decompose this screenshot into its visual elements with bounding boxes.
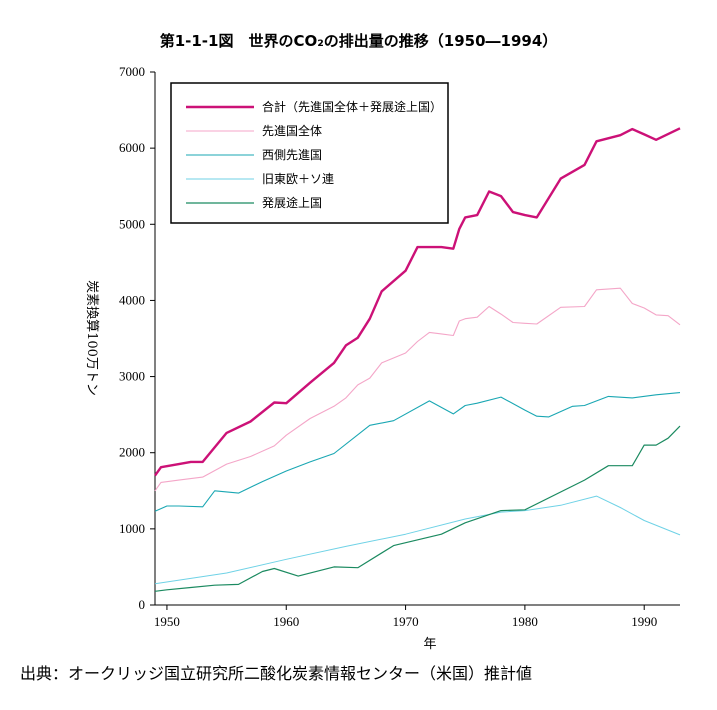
legend-label-3: 西側先進国 xyxy=(262,148,322,162)
x-ticks: 1950 1960 1970 1980 1990 xyxy=(154,605,657,629)
y-tick-label: 2000 xyxy=(119,445,145,460)
y-tick-label: 6000 xyxy=(119,140,145,155)
legend-label-4: 旧東欧＋ソ連 xyxy=(262,172,334,186)
series-line-2 xyxy=(154,287,681,492)
legend-label-2: 先進国全体 xyxy=(262,123,322,138)
legend-label-5: 発展途上国 xyxy=(262,195,322,210)
x-axis-label: 年 xyxy=(423,637,436,652)
y-tick-label: 0 xyxy=(139,597,146,612)
y-axis-label: 炭素換算100万トン xyxy=(84,280,99,396)
source-note: 出典：オークリッジ国立研究所二酸化炭素情報センター（米国）推計値 xyxy=(20,664,533,683)
series-line-1 xyxy=(154,127,681,477)
series-lines xyxy=(154,127,681,592)
series-line-5 xyxy=(154,425,681,592)
x-tick-label: 1960 xyxy=(273,614,299,629)
x-tick-label: 1970 xyxy=(393,614,419,629)
y-tick-label: 1000 xyxy=(119,521,145,536)
y-tick-label: 3000 xyxy=(119,369,145,384)
y-tick-label: 4000 xyxy=(119,292,145,307)
y-tick-label: 7000 xyxy=(119,64,145,79)
x-tick-label: 1950 xyxy=(154,614,180,629)
legend-label-1: 合計（先進国全体＋発展途上国） xyxy=(262,99,442,114)
chart-title: 第1-1-1図 世界のCO₂の排出量の推移（1950―1994） xyxy=(159,32,558,50)
y-ticks: 0 1000 2000 3000 4000 5000 6000 7000 xyxy=(119,64,155,612)
series-line-4 xyxy=(154,495,681,585)
x-tick-label: 1990 xyxy=(631,614,657,629)
y-tick-label: 5000 xyxy=(119,216,145,231)
series-line-3 xyxy=(154,392,681,512)
x-tick-label: 1980 xyxy=(512,614,538,629)
